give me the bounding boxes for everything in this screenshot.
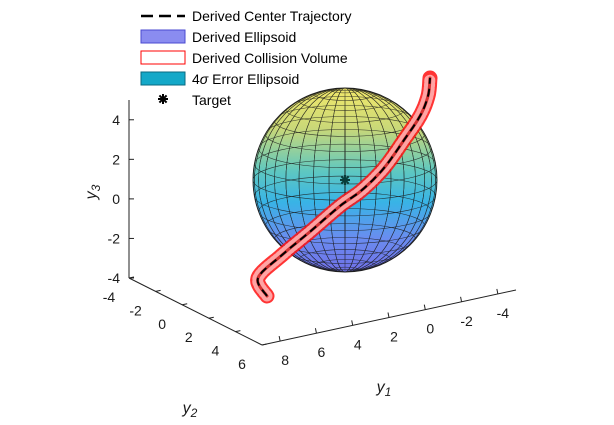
svg-text:Derived Collision Volume: Derived Collision Volume [192,50,348,66]
y2-tick-label: 2 [185,329,193,345]
y1-tick-label: 2 [390,329,398,345]
y1-tick-label: -2 [460,313,473,329]
y1-tick-label: 4 [354,336,362,352]
legend-item-target: Target [158,92,231,108]
svg-text:Target: Target [192,92,231,108]
y3-tick-label: -4 [108,270,121,286]
y1-tick-label: 0 [426,321,434,337]
y1-tick-label: -4 [497,305,510,321]
y1-tick-mark [496,288,499,295]
y2-axis-ticks: -4 -2 0 2 4 6 [103,276,268,372]
y1-tick-mark [460,296,463,302]
y2-tick-label: 4 [212,343,220,359]
y3-tick-label: 0 [112,191,120,207]
y3-axis-ticks: 4 2 0 -2 -4 [108,112,134,286]
y2-tick-label: 0 [158,316,166,332]
sphere-longitude-line [254,88,436,272]
y3-tick-label: 4 [112,112,120,128]
sphere-longitude-line [328,88,362,272]
y2-tick-label: -4 [103,289,116,305]
y2-tick-mark [155,289,161,292]
sphere-longitude-line [274,88,416,272]
y2-tick-label: 6 [238,356,246,372]
y2-tick-label: -2 [129,302,142,318]
svg-text:Derived Center Trajectory: Derived Center Trajectory [192,8,352,24]
y3-tick-label: 2 [112,151,120,167]
sphere-longitude-line [265,88,425,272]
svg-text:Derived Ellipsoid: Derived Ellipsoid [192,29,296,45]
y1-tick-mark [351,320,354,326]
sphere-longitude-line [285,88,405,272]
y1-tick-mark [278,335,281,342]
y2-axis-label: y2 [182,400,198,420]
y2-tick-mark [208,316,214,319]
y1-tick-mark [387,312,390,318]
legend-item-error-ellipsoid: 4σ Error Ellipsoid [140,71,299,87]
y3-axis-label: y3 [83,184,103,200]
y2-tick-mark [182,303,188,306]
y1-tick-label: 6 [318,344,326,360]
y2-tick-mark [261,343,268,346]
target-marker [340,175,350,185]
y3-tick-label: -2 [108,230,121,246]
sphere-longitude-line [258,88,432,272]
legend-item-trajectory: Derived Center Trajectory [141,8,352,24]
legend: Derived Center Trajectory Derived Ellips… [140,8,352,108]
y1-tick-mark [314,328,317,334]
svg-text:4σ Error Ellipsoid: 4σ Error Ellipsoid [192,71,299,87]
legend-item-ellipsoid: Derived Ellipsoid [140,29,296,45]
y1-tick-mark [423,304,426,310]
y2-tick-mark [128,276,135,279]
y1-tick-label: 8 [281,352,289,368]
y1-axis-ticks: 8 6 4 2 0 -2 -4 [278,288,510,368]
y2-tick-mark [235,330,241,333]
derived-center-trajectory [256,77,431,297]
y1-axis-label: y1 [376,379,392,399]
sphere-longitude-line [298,88,392,272]
legend-item-collision-volume: Derived Collision Volume [140,50,348,66]
